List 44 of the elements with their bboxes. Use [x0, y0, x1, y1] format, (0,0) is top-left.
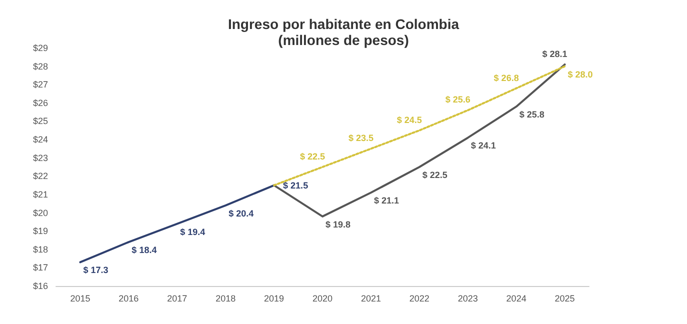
y-tick-label: $18 [32, 244, 48, 254]
data-label: $ 19.8 [326, 219, 351, 230]
chart-title: Ingreso por habitante en Colombia [228, 16, 460, 32]
data-label: $ 25.8 [519, 110, 544, 120]
y-tick-label: $26 [32, 98, 48, 108]
y-tick-label: $29 [32, 43, 48, 53]
x-tick-label: 2025 [554, 294, 575, 304]
x-tick-label: 2022 [409, 294, 430, 304]
data-label: $ 28.1 [542, 48, 568, 59]
x-tick-label: 2023 [458, 294, 478, 304]
y-tick-label: $19 [32, 226, 48, 236]
x-tick-label: 2020 [312, 294, 333, 304]
data-label: $ 20.4 [228, 208, 254, 218]
data-label: $ 23.5 [348, 133, 374, 144]
data-label: $ 22.5 [422, 170, 448, 180]
x-tick-label: 2024 [506, 294, 526, 304]
data-label: $ 19.4 [180, 226, 206, 237]
x-tick-label: 2019 [264, 294, 284, 304]
y-tick-label: $25 [32, 116, 48, 126]
data-label: $ 21.5 [283, 180, 308, 190]
data-label: $ 26.8 [494, 72, 519, 83]
data-label: $ 25.6 [445, 94, 470, 105]
data-label: $ 21.1 [374, 196, 399, 206]
x-tick-label: 2016 [118, 294, 139, 304]
y-tick-label: $27 [32, 80, 48, 90]
y-tick-label: $21 [32, 189, 48, 200]
y-tick-label: $24 [32, 134, 48, 145]
y-tick-label: $28 [32, 61, 48, 72]
y-tick-label: $16 [32, 281, 48, 291]
chart-subtitle: (millones de pesos) [278, 32, 409, 48]
y-tick-label: $22 [32, 171, 48, 182]
data-label: $ 24.5 [396, 114, 422, 125]
x-tick-label: 2017 [167, 294, 188, 304]
y-tick-label: $20 [32, 208, 48, 218]
data-label: $ 24.1 [470, 140, 496, 151]
x-tick-label: 2021 [360, 294, 381, 304]
y-tick-label: $17 [32, 262, 48, 273]
data-label: $ 22.5 [300, 152, 326, 162]
data-label: $ 17.3 [83, 265, 108, 276]
data-label: $ 28.0 [568, 69, 593, 80]
x-tick-label: 2018 [216, 294, 236, 304]
data-label: $ 18.4 [132, 245, 157, 256]
y-tick-label: $23 [32, 152, 48, 163]
x-tick-label: 2015 [70, 294, 90, 304]
